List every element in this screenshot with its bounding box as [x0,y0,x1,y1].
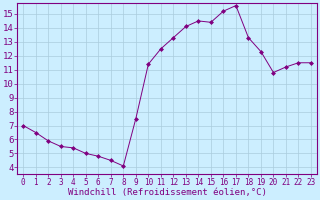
X-axis label: Windchill (Refroidissement éolien,°C): Windchill (Refroidissement éolien,°C) [68,188,267,197]
